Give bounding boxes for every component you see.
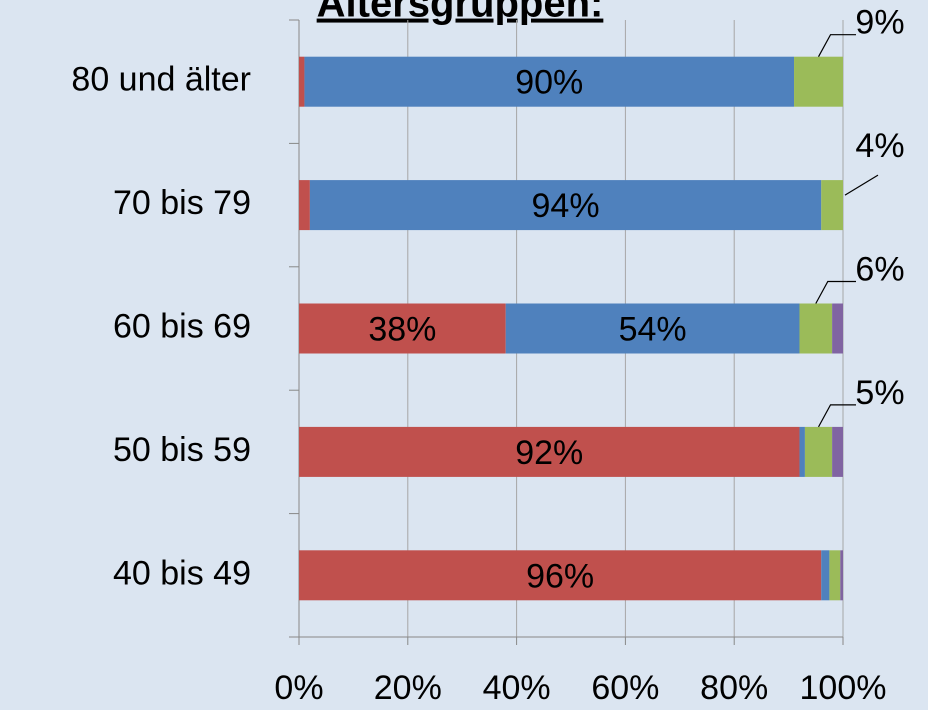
y-tick-label: 50 bis 59	[113, 431, 251, 469]
y-tick-label: 80 und älter	[71, 61, 251, 99]
data-label: 94%	[532, 187, 600, 225]
x-tick-label: 0%	[274, 669, 323, 707]
bar-segment	[829, 550, 841, 601]
bar-segment	[299, 426, 800, 477]
data-label: 54%	[619, 310, 687, 348]
leader-line	[817, 34, 856, 57]
bar-segment	[832, 426, 843, 477]
x-tick-label: 40%	[483, 669, 551, 707]
bar-segment	[299, 56, 305, 107]
x-tick-label: 20%	[374, 669, 442, 707]
data-label: 6%	[855, 250, 904, 288]
data-label: 9%	[855, 4, 904, 42]
bar-segment	[794, 56, 843, 107]
y-tick-label: 60 bis 69	[113, 307, 251, 345]
bar-segment	[299, 180, 310, 231]
bar-segment	[821, 550, 830, 601]
data-label: 92%	[515, 434, 583, 472]
bar-segment	[840, 550, 843, 601]
leader-line	[815, 280, 856, 304]
x-tick-label: 80%	[700, 669, 768, 707]
bar-segment	[821, 180, 843, 231]
data-label: 38%	[368, 310, 436, 348]
bar-segment	[804, 426, 833, 477]
bar-segment	[505, 303, 800, 354]
x-tick-label: 100%	[800, 669, 887, 707]
data-label: 90%	[515, 64, 583, 102]
data-label: 4%	[855, 127, 904, 165]
chart-title: Altersgruppen:	[317, 0, 604, 26]
y-tick-label: 70 bis 79	[113, 184, 251, 222]
bar-segment	[832, 303, 843, 354]
y-tick-label: 40 bis 49	[113, 554, 251, 592]
bar-segment	[799, 426, 805, 477]
leader-line	[844, 174, 879, 196]
bar-segment	[299, 303, 506, 354]
leader-line	[817, 404, 856, 428]
x-tick-label: 60%	[591, 669, 659, 707]
bar-segment	[304, 56, 795, 107]
bar-segment	[799, 303, 833, 354]
data-label: 5%	[855, 374, 904, 412]
bar-segment	[299, 550, 822, 601]
bar-segment	[309, 180, 822, 231]
data-label: 96%	[526, 557, 594, 595]
